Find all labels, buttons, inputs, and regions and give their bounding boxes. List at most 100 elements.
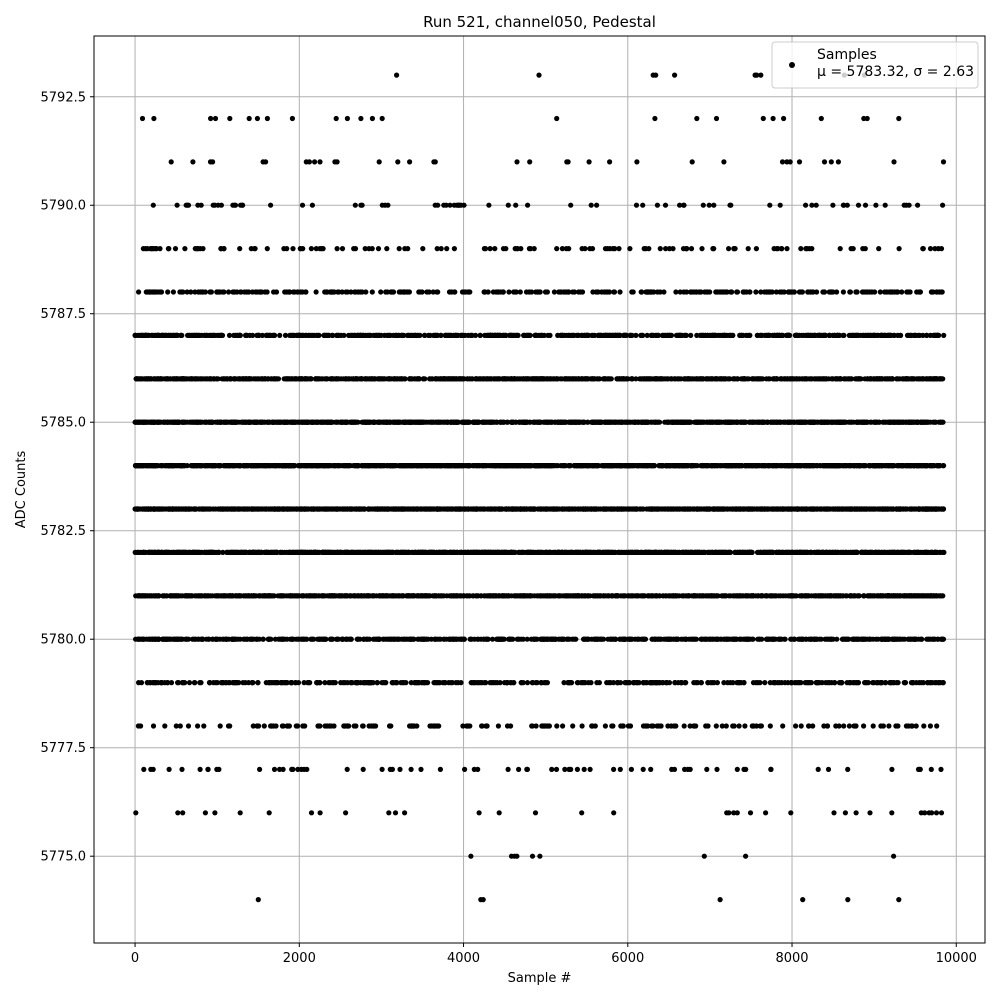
data-point — [679, 637, 684, 642]
data-point — [500, 637, 505, 642]
data-point — [611, 810, 616, 815]
data-point — [896, 680, 901, 685]
data-point — [656, 680, 661, 685]
data-point — [847, 723, 852, 728]
data-point — [454, 550, 459, 555]
data-point — [187, 550, 192, 555]
data-point — [390, 767, 395, 772]
data-point — [751, 723, 756, 728]
data-point — [497, 506, 502, 511]
data-point — [272, 767, 277, 772]
data-point — [734, 680, 739, 685]
data-point — [926, 550, 931, 555]
data-point — [423, 593, 428, 598]
data-point — [925, 593, 930, 598]
data-point — [205, 767, 210, 772]
data-point — [520, 593, 525, 598]
data-point — [659, 723, 664, 728]
data-point — [821, 550, 826, 555]
data-point — [771, 637, 776, 642]
data-point — [371, 593, 376, 598]
data-point — [174, 550, 179, 555]
data-point — [934, 723, 939, 728]
data-point — [611, 767, 616, 772]
data-point — [801, 637, 806, 642]
data-point — [554, 767, 559, 772]
data-point — [537, 593, 542, 598]
data-point — [792, 680, 797, 685]
data-point — [749, 506, 754, 511]
data-point — [652, 637, 657, 642]
data-point — [397, 593, 402, 598]
data-point — [936, 680, 941, 685]
data-point — [237, 593, 242, 598]
data-point — [496, 723, 501, 728]
data-point — [345, 767, 350, 772]
data-point — [477, 810, 482, 815]
data-point — [629, 637, 634, 642]
data-point — [862, 550, 867, 555]
data-point — [418, 767, 423, 772]
data-point — [917, 680, 922, 685]
data-point — [529, 550, 534, 555]
data-point — [797, 550, 802, 555]
data-point — [232, 550, 237, 555]
data-point — [718, 897, 723, 902]
data-point — [843, 637, 848, 642]
data-point — [735, 767, 740, 772]
data-point — [646, 593, 651, 598]
data-point — [255, 680, 260, 685]
data-point — [688, 723, 693, 728]
data-point — [262, 593, 267, 598]
data-point — [415, 506, 420, 511]
data-point — [928, 723, 933, 728]
data-point — [245, 637, 250, 642]
data-point — [902, 680, 907, 685]
data-point — [466, 593, 471, 598]
data-point — [434, 593, 439, 598]
data-point — [714, 767, 719, 772]
data-point — [665, 637, 670, 642]
data-point — [815, 680, 820, 685]
data-point — [136, 723, 141, 728]
data-point — [716, 637, 721, 642]
data-point — [441, 637, 446, 642]
data-point — [695, 550, 700, 555]
data-point — [356, 550, 361, 555]
data-point — [162, 723, 167, 728]
data-point — [745, 550, 750, 555]
data-point — [770, 550, 775, 555]
data-point — [412, 680, 417, 685]
data-point — [906, 550, 911, 555]
data-point — [142, 550, 147, 555]
data-point — [333, 550, 338, 555]
data-point — [242, 550, 247, 555]
data-point — [403, 680, 408, 685]
data-point — [504, 680, 509, 685]
data-point — [472, 680, 477, 685]
data-point — [763, 810, 768, 815]
data-point — [390, 593, 395, 598]
data-point — [338, 550, 343, 555]
data-point — [811, 637, 816, 642]
data-point — [725, 637, 730, 642]
data-point — [841, 723, 846, 728]
data-point — [465, 723, 470, 728]
data-point — [578, 550, 583, 555]
data-point — [316, 506, 321, 511]
data-point — [519, 637, 524, 642]
data-point — [306, 680, 311, 685]
data-point — [282, 637, 287, 642]
data-point — [320, 550, 325, 555]
data-point — [356, 593, 361, 598]
data-point — [393, 637, 398, 642]
data-point — [384, 593, 389, 598]
data-point — [273, 550, 278, 555]
data-point — [641, 593, 646, 598]
data-point — [350, 550, 355, 555]
data-point — [595, 637, 600, 642]
data-point — [837, 723, 842, 728]
data-point — [665, 723, 670, 728]
